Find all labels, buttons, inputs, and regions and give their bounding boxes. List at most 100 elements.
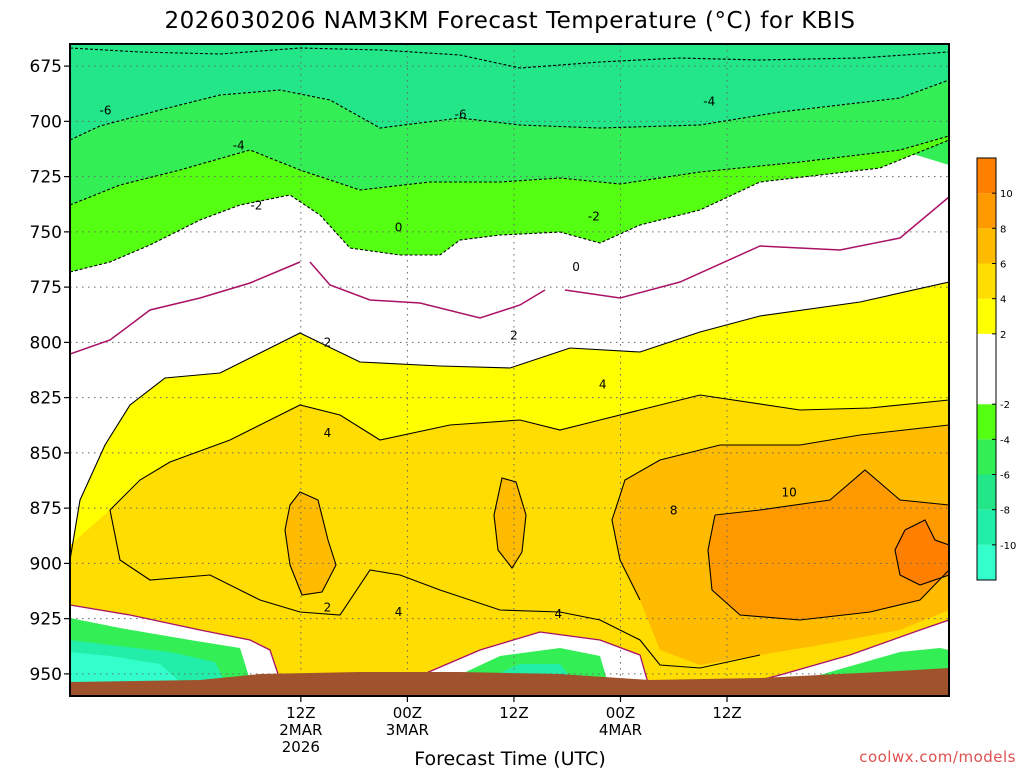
- colorbar-band: [977, 298, 996, 334]
- contour-label-text: -4: [703, 94, 715, 108]
- colorbar-label: -6: [1000, 471, 1010, 482]
- colorbar-label: -8: [1000, 506, 1010, 517]
- colorbar-label: -10: [1000, 541, 1016, 552]
- contour-label: 8: [670, 503, 678, 517]
- colorbar-label: 10: [1000, 189, 1013, 200]
- contour-label: -4: [233, 139, 245, 153]
- x-tick-label: 12Z: [712, 704, 741, 722]
- contour-label-text: 4: [324, 426, 332, 440]
- colorbar-label: -2: [1000, 400, 1010, 411]
- chart-title: 2026030206 NAM3KM Forecast Temperature (…: [165, 8, 856, 34]
- contour-label: -6: [100, 103, 112, 117]
- y-tick-label: 900: [30, 554, 62, 574]
- contour-label-text: 4: [395, 605, 403, 619]
- contour-label-text: 2: [324, 335, 332, 349]
- contour-labels: -6 -6 -4 -4 -2 -2 0 0 2 2 2 4 4 4 4 8 10: [100, 94, 797, 621]
- contour-10: [894, 519, 949, 586]
- x-tick-label: 12Z: [499, 704, 528, 722]
- colorbar-band: [977, 474, 996, 510]
- contour-6: [284, 424, 949, 601]
- band-8-10: [708, 470, 949, 620]
- colorbar-band: [977, 333, 996, 405]
- colorbar-label: 2: [1000, 330, 1006, 341]
- band-6-8-blob-a: [285, 492, 336, 595]
- contour-label-text: -6: [455, 108, 467, 122]
- y-axis: 675 700 725 750 775 800 825 850 875 900 925 950: [30, 57, 70, 685]
- colorbar-band: [977, 509, 996, 545]
- contour-label: 2: [324, 601, 332, 615]
- colorbar-band: [977, 193, 996, 229]
- x-tick-label: 4MAR: [599, 721, 642, 739]
- plot-area: -6 -6 -4 -4 -2 -2 0 0 2 2 2 4 4 4 4 8 10: [70, 44, 949, 696]
- contour-8: [707, 469, 949, 621]
- y-tick-label: 725: [30, 168, 62, 188]
- contour-label: -2: [588, 209, 600, 223]
- contour-label-text: 4: [555, 607, 563, 621]
- colorbar-band: [977, 228, 996, 264]
- contour-4: [109, 394, 949, 669]
- contour-label: 4: [395, 605, 403, 619]
- contour-label-text: 10: [782, 486, 797, 500]
- band-10-12: [895, 520, 949, 585]
- contour-label-text: 8: [670, 503, 678, 517]
- contour-label: 2: [324, 335, 332, 349]
- x-axis-title: Forecast Time (UTC): [414, 748, 605, 768]
- contour-label: 0: [395, 220, 403, 234]
- band-6-8-blob-b: [494, 478, 526, 568]
- contour-cold-left: [70, 604, 281, 681]
- contour-minus-8: [70, 47, 949, 69]
- x-tick-label: 00Z: [606, 704, 635, 722]
- contour-minus-2: [70, 139, 949, 273]
- y-tick-label: 775: [30, 278, 62, 298]
- contour-minus-6: [70, 79, 949, 141]
- contour-label-text: 2: [510, 329, 518, 343]
- y-tick-label: 800: [30, 333, 62, 353]
- contour-label: 4: [555, 607, 563, 621]
- y-tick-label: 850: [30, 444, 62, 464]
- credit-text: coolwx.com/models: [859, 748, 1016, 766]
- x-tick-label: 3MAR: [386, 721, 429, 739]
- x-tick-label: 2MAR: [279, 721, 322, 739]
- colorbar-band: [977, 404, 996, 440]
- band-minus-2-minus-4-lower: [70, 136, 949, 272]
- contour-label-text: -4: [233, 139, 245, 153]
- contour-zero: [70, 196, 949, 355]
- y-tick-label: 675: [30, 57, 62, 77]
- contour-label: -2: [250, 198, 262, 212]
- contour-label: 4: [324, 426, 332, 440]
- cold-pocket-left-m: [70, 652, 180, 690]
- x-tick-label: 2026: [282, 738, 320, 756]
- contour-label: 10: [782, 486, 797, 500]
- band-minus-4-minus-2: [70, 80, 949, 205]
- colorbar-band: [977, 263, 996, 299]
- contour-label: -4: [703, 94, 715, 108]
- contour-label-text: 4: [599, 377, 607, 391]
- contour-label: 0: [572, 260, 580, 274]
- contour-label: -6: [455, 108, 467, 122]
- contour-minus-4: [70, 135, 949, 206]
- contour-label: 4: [599, 377, 607, 391]
- contour-label-text: 2: [324, 601, 332, 615]
- ground: [70, 668, 949, 696]
- colorbar-label: 8: [1000, 224, 1006, 235]
- y-tick-label: 950: [30, 665, 62, 685]
- contour-2: [70, 281, 949, 561]
- contour-label-text: 0: [572, 260, 580, 274]
- contour-label-text: -2: [588, 209, 600, 223]
- contour-label-text: -2: [250, 198, 262, 212]
- contour-label-text: -6: [100, 103, 112, 117]
- x-tick-label: 12Z: [286, 704, 315, 722]
- colorbar-frame: [976, 157, 997, 581]
- plot-frame: [69, 43, 950, 697]
- band-minus-6-minus-4: [70, 44, 949, 140]
- y-tick-label: 750: [30, 223, 62, 243]
- colorbar-band: [977, 544, 996, 580]
- y-tick-label: 825: [30, 389, 62, 409]
- colorbar-band: [977, 158, 996, 194]
- colorbar: 10 8 6 4 2 -2 -4 -6 -8 -10: [976, 157, 1016, 581]
- colorbar-label: 6: [1000, 260, 1006, 271]
- y-tick-label: 875: [30, 499, 62, 519]
- contour-label-text: 0: [395, 220, 403, 234]
- x-tick-label: 00Z: [393, 704, 422, 722]
